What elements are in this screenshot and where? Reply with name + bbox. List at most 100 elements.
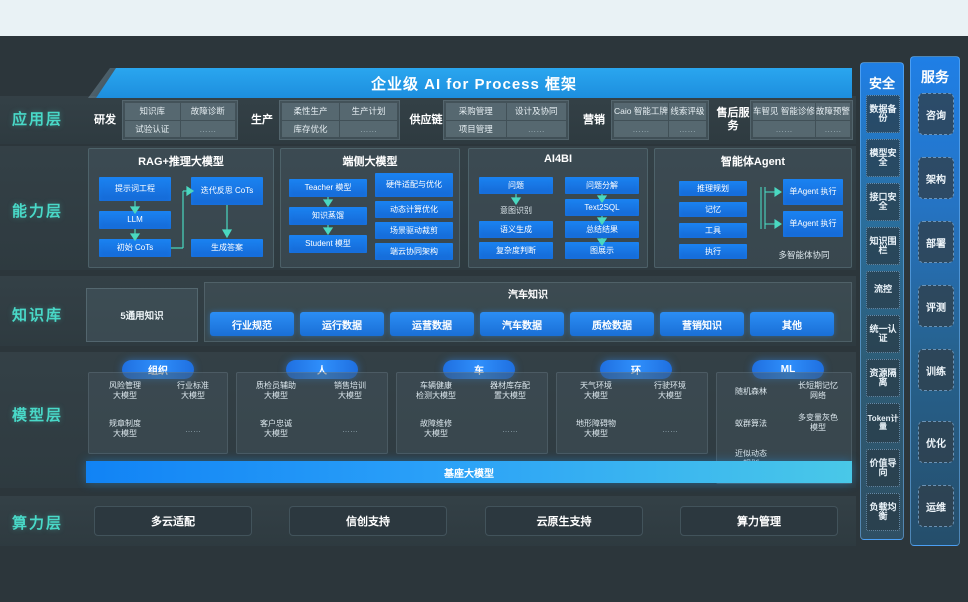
- app-cell[interactable]: 设计及协同: [506, 103, 566, 120]
- capability-card-ai4bi: AI4BI 问题 意图识别 语义生成 复杂度判断 问题分解 Text2SQL 总…: [468, 148, 648, 268]
- model-item[interactable]: 随机森林: [735, 387, 767, 396]
- service-item-training[interactable]: 训练: [918, 349, 954, 391]
- ai4bi-question-decomposition[interactable]: 问题分解: [565, 177, 639, 194]
- model-item[interactable]: 行驶环境 大模型: [654, 381, 686, 400]
- security-item-flow-control[interactable]: 流控: [866, 271, 900, 309]
- app-cell[interactable]: 车智见 智能诊修: [753, 103, 815, 120]
- rag-iterative-reflection-cots[interactable]: 迭代反思 CoTs: [191, 177, 263, 205]
- security-item-unified-auth[interactable]: 统一认证: [866, 315, 900, 353]
- knowledge-chip-marketing-knowledge[interactable]: 营销知识: [660, 312, 744, 336]
- ai4bi-question[interactable]: 问题: [479, 177, 553, 194]
- ai4bi-chart-display[interactable]: 图展示: [565, 242, 639, 259]
- model-pill-environment[interactable]: 环: [600, 360, 672, 379]
- edge-hardware-adaptation[interactable]: 硬件适配与优化: [375, 173, 453, 197]
- compute-box-xinchuang[interactable]: 信创支持: [289, 506, 447, 536]
- knowledge-general-box[interactable]: 5通用知识: [86, 288, 198, 342]
- model-item[interactable]: 规章制度 大模型: [109, 419, 141, 438]
- app-cell[interactable]: ……: [668, 120, 706, 137]
- agent-tools[interactable]: 工具: [679, 223, 747, 238]
- compute-box-cloud-native[interactable]: 云原生支持: [485, 506, 643, 536]
- security-item-value-orientation[interactable]: 价值导向: [866, 449, 900, 487]
- model-pill-ml[interactable]: ML: [752, 360, 824, 379]
- knowledge-chip-business-data[interactable]: 运营数据: [390, 312, 474, 336]
- knowledge-chip-industry-standards[interactable]: 行业规范: [210, 312, 294, 336]
- service-item-optimization[interactable]: 优化: [918, 421, 954, 463]
- security-item-data-backup[interactable]: 数据备份: [866, 95, 900, 133]
- rag-initial-cots[interactable]: 初始 CoTs: [99, 239, 171, 257]
- knowledge-chip-operation-data[interactable]: 运行数据: [300, 312, 384, 336]
- agent-single-agent-exec-1[interactable]: 单Agent 执行: [783, 179, 843, 205]
- app-cell[interactable]: ……: [180, 120, 235, 137]
- service-item-evaluation[interactable]: 评测: [918, 285, 954, 327]
- security-item-load-balance[interactable]: 负载均衡: [866, 493, 900, 531]
- model-item[interactable]: 客户忠诚 大模型: [260, 419, 292, 438]
- security-item-api-security[interactable]: 接口安全: [866, 183, 900, 221]
- model-pill-people[interactable]: 人: [286, 360, 358, 379]
- app-cell[interactable]: 线索评级: [668, 103, 706, 120]
- knowledge-chip-vehicle-data[interactable]: 汽车数据: [480, 312, 564, 336]
- model-item[interactable]: 风险管理 大模型: [109, 381, 141, 400]
- model-item: ……: [185, 425, 201, 434]
- compute-box-compute-management[interactable]: 算力管理: [680, 506, 838, 536]
- service-item-consulting[interactable]: 咨询: [918, 93, 954, 135]
- ai4bi-semantic-generation[interactable]: 语义生成: [479, 221, 553, 238]
- security-item-token-metering[interactable]: Token计量: [866, 403, 900, 443]
- ai4bi-summarize-result[interactable]: 总结结果: [565, 221, 639, 238]
- knowledge-chip-quality-data[interactable]: 质检数据: [570, 312, 654, 336]
- rag-llm[interactable]: LLM: [99, 211, 171, 229]
- edge-cloud-collaboration[interactable]: 端云协同架构: [375, 243, 453, 260]
- edge-teacher-model[interactable]: Teacher 模型: [289, 179, 367, 197]
- security-item-model-security[interactable]: 模型安全: [866, 139, 900, 177]
- service-item-architecture[interactable]: 架构: [918, 157, 954, 199]
- app-group-after-sales: 售后服务 车智见 智能诊修 故障预警 …… ……: [716, 100, 853, 140]
- app-cell[interactable]: 项目管理: [446, 120, 506, 137]
- app-cell[interactable]: 故障预警: [815, 103, 850, 120]
- model-item[interactable]: 多变量灰色 模型: [798, 413, 838, 432]
- app-cell[interactable]: ……: [815, 120, 850, 137]
- rag-generate-answer[interactable]: 生成答案: [191, 239, 263, 257]
- model-item[interactable]: 器材库存配 置大模型: [490, 381, 530, 400]
- app-cell[interactable]: 库存优化: [282, 120, 339, 137]
- model-item[interactable]: 天气环境 大模型: [580, 381, 612, 400]
- model-item[interactable]: 蚁群算法: [735, 419, 767, 428]
- model-item[interactable]: 故障维修 大模型: [420, 419, 452, 438]
- ai4bi-text2sql[interactable]: Text2SQL: [565, 199, 639, 216]
- app-cell[interactable]: ……: [340, 120, 397, 137]
- model-item[interactable]: 车辆健康 检测大模型: [416, 381, 456, 400]
- app-cell[interactable]: ……: [506, 120, 566, 137]
- app-cell[interactable]: 故障诊断: [180, 103, 235, 120]
- model-item[interactable]: 长短期记忆 网络: [798, 381, 838, 400]
- knowledge-chip-other[interactable]: 其他: [750, 312, 834, 336]
- security-item-resource-isolation[interactable]: 资源隔离: [866, 359, 900, 397]
- app-cell[interactable]: 知识库: [125, 103, 180, 120]
- card-title: 端侧大模型: [342, 156, 398, 168]
- ai4bi-complexity-judgement[interactable]: 复杂度判断: [479, 242, 553, 259]
- service-item-deployment[interactable]: 部署: [918, 221, 954, 263]
- app-cell[interactable]: 柔性生产: [282, 103, 339, 120]
- model-item[interactable]: 地形障碍物 大模型: [576, 419, 616, 438]
- app-cell[interactable]: 试验认证: [125, 120, 180, 137]
- layer-label-model: 模型层: [12, 407, 64, 424]
- model-item[interactable]: 质检员辅助 大模型: [256, 381, 296, 400]
- agent-memory[interactable]: 记忆: [679, 202, 747, 217]
- edge-scenario-pruning[interactable]: 场景驱动裁剪: [375, 222, 453, 239]
- compute-box-multicloud[interactable]: 多云适配: [94, 506, 252, 536]
- rag-prompt-engineering[interactable]: 提示词工程: [99, 177, 171, 201]
- model-pill-vehicle[interactable]: 车: [443, 360, 515, 379]
- service-item-operations[interactable]: 运维: [918, 485, 954, 527]
- app-cell[interactable]: ……: [614, 120, 668, 137]
- agent-single-agent-exec-2[interactable]: 单Agent 执行: [783, 211, 843, 237]
- app-cell[interactable]: 生产计划: [340, 103, 397, 120]
- model-item[interactable]: 销售培训 大模型: [334, 381, 366, 400]
- edge-student-model[interactable]: Student 模型: [289, 235, 367, 253]
- edge-knowledge-distillation[interactable]: 知识蒸馏: [289, 207, 367, 225]
- model-item[interactable]: 行业标准 大模型: [177, 381, 209, 400]
- edge-dynamic-compute-opt[interactable]: 动态计算优化: [375, 201, 453, 218]
- security-item-knowledge-guardrail[interactable]: 知识围栏: [866, 227, 900, 265]
- model-pill-organization[interactable]: 组织: [122, 360, 194, 379]
- agent-execution[interactable]: 执行: [679, 244, 747, 259]
- app-cell[interactable]: ……: [753, 120, 815, 137]
- agent-reasoning-planning[interactable]: 推理规划: [679, 181, 747, 196]
- app-cell[interactable]: 采购管理: [446, 103, 506, 120]
- app-cell[interactable]: Caio 智能工牌: [614, 103, 668, 120]
